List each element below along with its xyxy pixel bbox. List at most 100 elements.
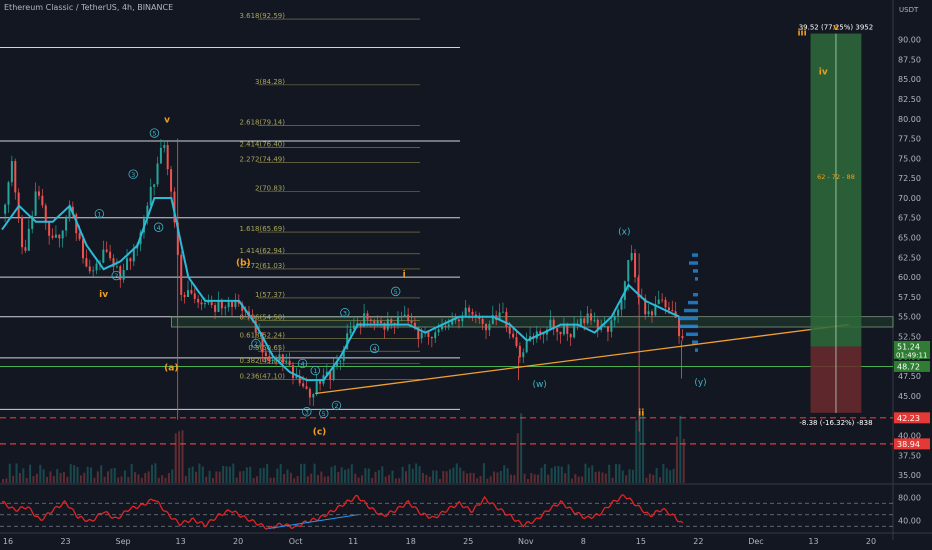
candle-body (539, 331, 542, 334)
volume-profile-bar (693, 292, 698, 297)
circled-wave-marker (153, 222, 164, 232)
circled-wave-number: 3 (305, 408, 309, 416)
circled-wave-marker (111, 270, 122, 281)
volume-bar (591, 465, 594, 483)
time-tick-label: 20 (866, 537, 876, 546)
price-tick-label: 75.00 (898, 154, 921, 163)
rsi-tick-label: 80.00 (898, 494, 921, 503)
time-tick-label: 22 (693, 537, 703, 546)
candle-body (109, 251, 112, 259)
price-tick-label: 60.00 (898, 273, 921, 282)
circled-wave-number: 2 (114, 272, 118, 280)
volume-bar (357, 477, 360, 483)
volume-bar (279, 464, 282, 483)
fib-level-label: 0.5(50.65) (248, 344, 285, 352)
volume-bar (137, 474, 140, 483)
fib-level-label: 0.236(47.10) (239, 372, 285, 380)
price-tick-label: 62.50 (898, 253, 921, 262)
volume-bar (587, 467, 590, 483)
candle-body (271, 359, 274, 361)
price-tick-label: 55.00 (898, 313, 921, 322)
volume-bar (537, 474, 540, 483)
candle-body (48, 222, 51, 236)
volume-bar (598, 471, 601, 483)
volume-bar (479, 475, 482, 483)
candle-body (413, 322, 416, 328)
volume-bar (425, 474, 428, 483)
price-tick-label: 37.50 (898, 451, 921, 460)
candle-body (7, 182, 10, 205)
fib-level-label: 1(57.37) (255, 291, 285, 299)
volume-bar (198, 463, 201, 483)
candle-body (58, 234, 61, 239)
fib-level-label: 2.414(76.40) (239, 140, 285, 148)
time-tick-label: 25 (463, 537, 473, 546)
wave-label: iv (819, 67, 828, 77)
candle-body (630, 253, 633, 261)
candle-body (41, 195, 44, 206)
candle-body (627, 260, 630, 282)
volume-bar (15, 463, 18, 483)
rsi-divergence-line (268, 514, 358, 530)
volume-bar (90, 467, 93, 483)
candle-body (613, 315, 616, 321)
candle-body (336, 361, 339, 367)
volume-bar (296, 475, 299, 483)
volume-profile-bar (695, 277, 698, 281)
fib-level-label: 2.272(74.49) (239, 155, 285, 163)
candle-body (366, 313, 369, 320)
volume-bar (350, 464, 353, 483)
volume-bar (171, 469, 174, 483)
price-tick-label: 72.50 (898, 174, 921, 183)
volume-bars (2, 413, 685, 483)
volume-bar (567, 464, 570, 483)
candle-body (278, 354, 281, 361)
volume-bar (394, 478, 397, 483)
fib-level-label: 3.618(92.59) (239, 12, 285, 20)
candle-body (410, 320, 413, 323)
candle-body (481, 318, 484, 324)
volume-bar (205, 476, 208, 483)
volume-bar (127, 477, 130, 483)
candle-body (61, 230, 64, 239)
volume-bar (628, 469, 631, 483)
circled-wave-marker (94, 209, 105, 219)
candle-body (186, 290, 189, 298)
candle-body (105, 249, 108, 252)
candle-body (363, 313, 366, 327)
candle-body (149, 186, 152, 206)
candle-body (440, 325, 443, 330)
fib-level-label: 1.272(61.03) (239, 262, 285, 270)
candle-body (681, 336, 684, 339)
candle-body (556, 328, 559, 332)
volume-bar (256, 476, 258, 483)
circled-wave-marker (302, 407, 312, 417)
volume-bar (367, 468, 370, 483)
circled-wave-marker (369, 343, 380, 354)
candle-body (488, 324, 491, 331)
candle-body (75, 214, 78, 234)
price-tag-label: 48.72 (897, 362, 920, 371)
candle-body (82, 239, 85, 259)
time-tick-label: 13 (176, 537, 186, 546)
volume-bar (113, 467, 116, 483)
volume-bar (547, 474, 550, 483)
candle-body (569, 333, 572, 338)
volume-bar (266, 463, 269, 483)
volume-bar (421, 472, 424, 483)
candle-body (319, 381, 322, 384)
volume-profile-bar (695, 348, 698, 352)
volume-bar (259, 468, 262, 483)
volume-bar (191, 466, 194, 483)
candle-body (27, 228, 30, 251)
rsi-line (1, 494, 684, 530)
volume-bar (174, 433, 177, 483)
candle-body (549, 319, 552, 330)
volume-bar (398, 478, 401, 483)
price-tag (894, 438, 930, 450)
price-tick-label: 90.00 (898, 36, 921, 45)
moving-average-line (1, 197, 680, 382)
volume-bar (530, 472, 533, 483)
candle-body (241, 303, 244, 311)
